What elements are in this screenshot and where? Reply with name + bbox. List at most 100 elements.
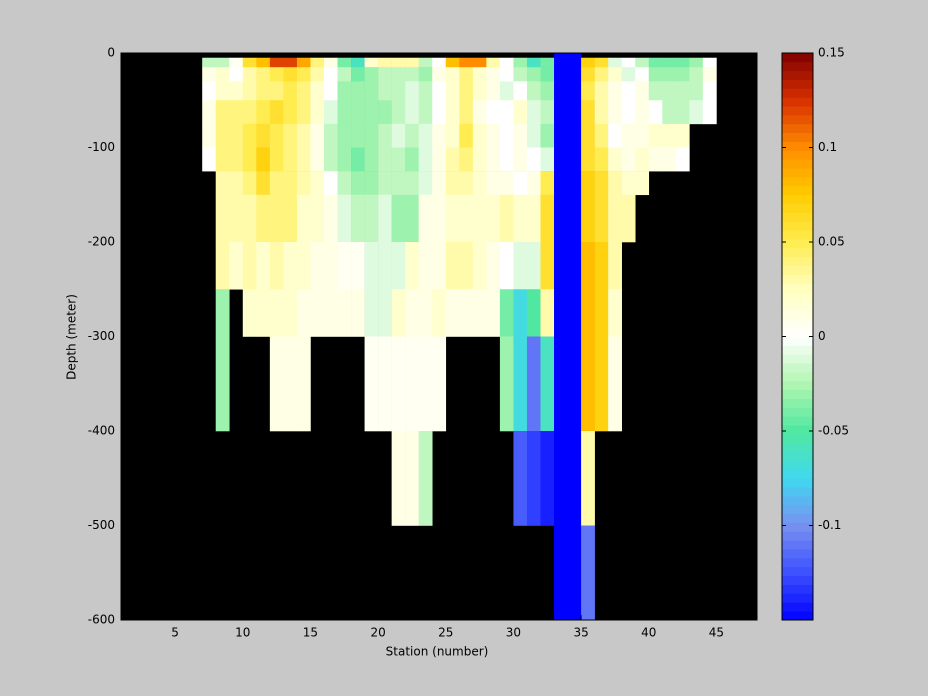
y-tick-label: -100 — [88, 140, 115, 154]
cell — [296, 57, 311, 68]
cell — [405, 147, 420, 172]
cell — [608, 336, 622, 432]
cell — [215, 123, 230, 148]
cell — [296, 67, 311, 82]
cell — [323, 242, 338, 290]
cell — [418, 171, 433, 196]
cell — [567, 336, 582, 432]
cell — [256, 171, 271, 196]
cell — [256, 194, 271, 243]
cell — [337, 289, 352, 337]
x-tick-label: 45 — [709, 626, 724, 640]
cell — [540, 123, 555, 148]
cell — [432, 147, 447, 172]
cell — [554, 67, 568, 82]
cell — [256, 81, 271, 101]
x-tick-label: 5 — [171, 626, 179, 640]
cell — [554, 525, 568, 621]
cell — [445, 57, 460, 68]
colorbar-band — [782, 575, 813, 585]
colorbar-band — [782, 593, 813, 603]
cell — [405, 67, 420, 82]
cell — [364, 242, 379, 290]
cell — [472, 67, 487, 82]
cell — [432, 100, 447, 125]
cell — [608, 123, 622, 148]
cell — [296, 81, 311, 101]
cell — [621, 67, 636, 82]
colorbar-band — [782, 230, 813, 240]
cell — [540, 289, 555, 337]
cell — [567, 123, 582, 148]
colorbar-band — [782, 159, 813, 169]
colorbar-band — [782, 309, 813, 320]
cell — [215, 100, 230, 125]
cell — [242, 57, 257, 68]
cell — [310, 147, 325, 172]
colorbar-band — [782, 451, 813, 461]
cell — [432, 194, 447, 243]
cell — [269, 123, 284, 148]
cell — [364, 289, 379, 337]
colorbar-band — [782, 274, 813, 284]
colorbar-band — [782, 318, 813, 329]
colorbar-band — [782, 478, 813, 488]
colorbar-band — [782, 557, 813, 568]
cell — [513, 57, 528, 68]
cell — [594, 194, 609, 243]
cell — [296, 336, 311, 432]
cell — [242, 171, 257, 196]
cell — [418, 289, 433, 337]
cell — [540, 171, 555, 196]
y-tick-label: -600 — [88, 613, 115, 627]
colorbar-band — [782, 540, 813, 550]
cell — [689, 100, 704, 125]
cell — [499, 336, 514, 432]
colorbar-band — [782, 380, 813, 391]
cell — [215, 81, 230, 101]
cell — [445, 242, 460, 290]
cell — [554, 53, 568, 59]
cell — [323, 67, 338, 82]
cell — [594, 289, 609, 337]
colorbar-band — [782, 611, 813, 621]
cell — [581, 171, 595, 196]
cell — [499, 171, 514, 196]
cell — [459, 194, 474, 243]
cell — [499, 123, 514, 148]
colorbar-tick-label: -0.05 — [818, 424, 849, 438]
cell — [202, 147, 217, 172]
cell — [486, 67, 501, 82]
cell — [405, 100, 420, 125]
cell — [418, 336, 433, 432]
y-tick-label: -500 — [88, 518, 115, 532]
cell — [391, 57, 406, 68]
cell — [608, 289, 622, 337]
cell — [526, 81, 541, 101]
cell — [445, 289, 460, 337]
cell — [391, 81, 406, 101]
cell — [432, 171, 447, 196]
cell — [567, 289, 582, 337]
cell — [378, 67, 392, 82]
cell — [689, 81, 704, 101]
cell — [486, 171, 501, 196]
cell — [648, 123, 663, 148]
cell — [351, 147, 365, 172]
colorbar-band — [782, 123, 813, 134]
cell — [364, 123, 379, 148]
cell — [269, 57, 284, 68]
colorbar-band — [782, 256, 813, 267]
colorbar-tick-label: 0.15 — [818, 46, 845, 60]
cell — [459, 57, 474, 68]
cell — [702, 67, 717, 82]
cell — [256, 147, 271, 172]
cell — [526, 123, 541, 148]
cell — [391, 171, 406, 196]
colorbar-band — [782, 88, 813, 98]
cell — [391, 67, 406, 82]
cell — [351, 100, 365, 125]
colorbar-band — [782, 247, 813, 258]
cell — [269, 336, 284, 432]
